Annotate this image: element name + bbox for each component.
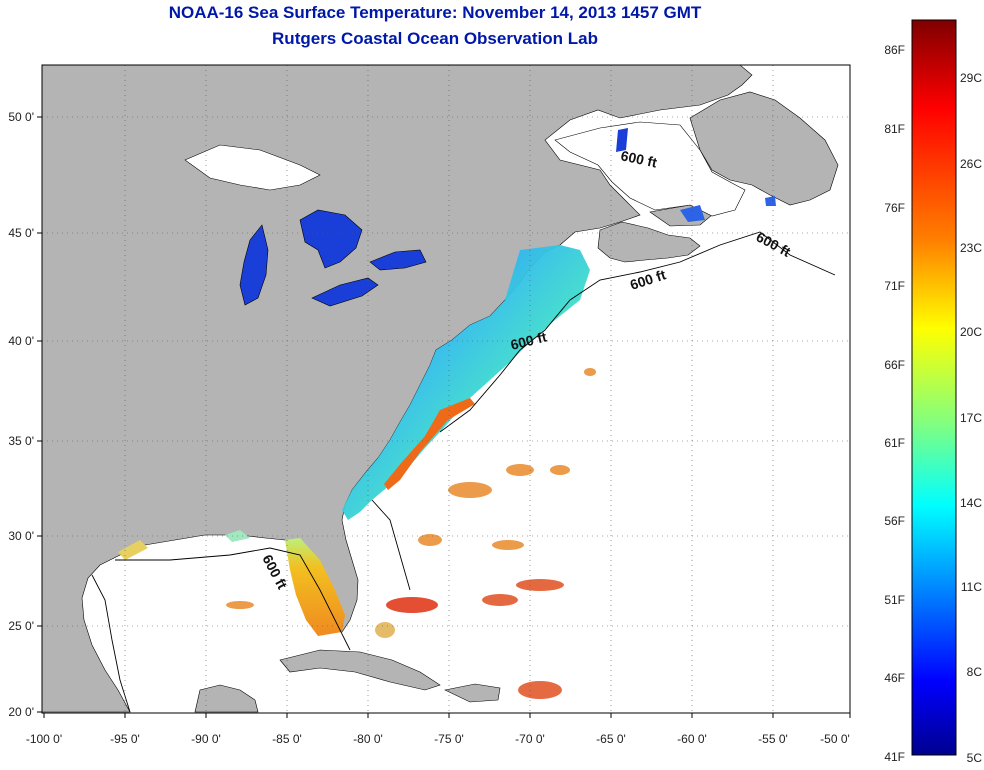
isobath-600ft (91, 231, 836, 713)
lon-tick: -75 0' (434, 732, 464, 746)
sst-gulf-stream (384, 398, 475, 490)
cb-f-label: 46F (884, 671, 905, 685)
map-title: NOAA-16 Sea Surface Temperature: Novembe… (168, 3, 702, 22)
cb-f-label: 86F (884, 43, 905, 57)
cb-c-label: 8C (967, 665, 983, 679)
cb-c-label: 29C (960, 71, 982, 85)
st-lawrence-cold (616, 128, 628, 152)
cb-c-label: 23C (960, 241, 982, 255)
cb-f-label: 81F (884, 122, 905, 136)
land-yucatan (194, 684, 259, 713)
lat-tick: 25 0' (8, 619, 34, 633)
sst-coastal-band (342, 245, 590, 520)
cb-c-label: 14C (960, 496, 982, 510)
cb-f-label: 41F (884, 750, 905, 764)
lake-erie (311, 277, 379, 307)
lon-tick: -85 0' (272, 732, 302, 746)
lon-tick: -55 0' (758, 732, 788, 746)
isobath-label: 600 ft (619, 147, 658, 170)
lon-tick: -65 0' (596, 732, 626, 746)
land-nova-scotia (597, 221, 701, 263)
cb-f-label: 66F (884, 358, 905, 372)
map-subtitle: Rutgers Coastal Ocean Observation Lab (272, 29, 598, 48)
land-cuba (279, 649, 441, 691)
lake-ontario (369, 249, 427, 271)
cb-c-label: 5C (967, 751, 983, 765)
latitude-labels: 20 0' 25 0' 30 0' 35 0' 40 0' 45 0' 50 0… (8, 110, 34, 719)
land-hispaniola (444, 683, 501, 703)
cb-f-label: 61F (884, 436, 905, 450)
great-lakes (184, 144, 427, 307)
map-frame (41, 64, 851, 714)
lon-tick: -60 0' (677, 732, 707, 746)
sst-panhandle (118, 540, 148, 560)
lake-superior (184, 144, 321, 191)
lat-tick: 45 0' (8, 226, 34, 240)
tick-marks (37, 116, 851, 718)
lat-tick: 40 0' (8, 334, 34, 348)
land-newfoundland (689, 91, 839, 206)
lon-tick: -70 0' (515, 732, 545, 746)
cb-f-label: 51F (884, 593, 905, 607)
lon-tick: -95 0' (110, 732, 140, 746)
gulf-st-lawrence (554, 121, 746, 217)
lake-michigan (239, 224, 269, 306)
cb-f-label: 71F (884, 279, 905, 293)
lon-tick: -90 0' (191, 732, 221, 746)
lat-tick: 35 0' (8, 434, 34, 448)
graticule (42, 65, 850, 713)
colorbar (911, 19, 957, 756)
colorbar-f-labels: 86F 81F 76F 71F 66F 61F 56F 51F 46F 41F (884, 43, 905, 764)
lake-huron (299, 209, 363, 269)
cb-c-label: 20C (960, 325, 982, 339)
lat-tick: 20 0' (8, 705, 34, 719)
cb-c-label: 11C (961, 580, 982, 594)
cb-c-label: 17C (960, 411, 982, 425)
lat-tick: 30 0' (8, 529, 34, 543)
sst-florida-gulf (285, 538, 345, 636)
gulf-cold-patch (680, 205, 705, 222)
longitude-labels: -100 0' -95 0' -90 0' -85 0' -80 0' -75 … (26, 732, 850, 746)
cb-f-label: 56F (884, 514, 905, 528)
cb-c-label: 26C (960, 157, 982, 171)
sst-offshore-patches (226, 368, 596, 699)
colorbar-c-labels: 29C 26C 23C 20C 17C 14C 11C 8C 5C (960, 71, 982, 765)
nf-cold-patch (765, 196, 776, 206)
lat-tick: 50 0' (8, 110, 34, 124)
cb-f-label: 76F (884, 201, 905, 215)
lon-tick: -100 0' (26, 732, 62, 746)
lon-tick: -50 0' (820, 732, 850, 746)
lon-tick: -80 0' (353, 732, 383, 746)
